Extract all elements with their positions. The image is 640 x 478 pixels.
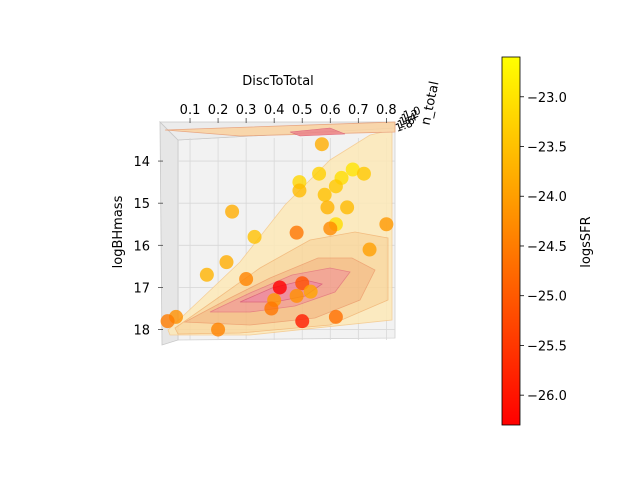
x-tick-label: 0.4	[264, 103, 285, 118]
scatter-point	[320, 200, 335, 215]
scatter-point	[225, 204, 240, 219]
scatter-point	[328, 309, 343, 324]
y-tick-label: 16	[133, 239, 150, 254]
z-axis-label: n_total	[419, 80, 443, 127]
scatter-point	[247, 229, 262, 244]
scatter-point	[317, 187, 332, 202]
colorbar-gradient	[501, 56, 521, 426]
colorbar-tick-label: −24.0	[527, 190, 567, 205]
scatter-point	[340, 200, 355, 215]
scatter-point	[239, 272, 254, 287]
scatter-point	[356, 166, 371, 181]
x-tick-label: 0.3	[236, 103, 257, 118]
scatter-point	[379, 217, 394, 232]
surface-top-strip-dark	[289, 127, 346, 137]
scatter-point	[362, 242, 377, 257]
colorbar-label: logsSFR	[579, 216, 594, 267]
y-tick-label: 18	[133, 324, 150, 339]
x-tick-label: 0.8	[376, 103, 397, 118]
z-tick-label: 1.0	[402, 104, 423, 122]
x-tick-label: 0.1	[180, 103, 201, 118]
scatter-point	[160, 314, 175, 329]
colorbar-tick-label: −23.5	[527, 141, 567, 156]
scatter-point	[272, 280, 287, 295]
scatter-points	[160, 137, 394, 337]
colorbar-tick-label: −25.0	[527, 290, 567, 305]
scatter-point	[303, 284, 318, 299]
scatter-point	[328, 179, 343, 194]
colorbar-tick-label: −25.5	[527, 339, 567, 354]
scatter-point	[264, 301, 279, 316]
scatter-point	[199, 267, 214, 282]
scatter-point	[292, 183, 307, 198]
y-tick-label: 15	[133, 197, 150, 212]
x-tick-label: 0.2	[208, 103, 229, 118]
x-tick-label: 0.6	[320, 103, 341, 118]
colorbar: −23.0 −23.5 −24.0 −24.5 −25.0 −25.5 −26.0 logs…	[501, 56, 594, 426]
colorbar-ticks: −23.0 −23.5 −24.0 −24.5 −25.0 −25.5 −26.0	[520, 91, 567, 404]
scatter-point	[312, 166, 327, 181]
z-axis-ticks: 1.81.61.41.21.0	[394, 104, 423, 135]
scatter-point	[219, 255, 234, 270]
y-tick-label: 17	[133, 281, 150, 296]
x-tick-label: 0.5	[292, 103, 313, 118]
scatter-point	[289, 288, 304, 303]
x-axis-label: DiscToTotal	[242, 74, 314, 89]
z-tick-label: 1.2	[400, 107, 421, 125]
y-axis-label: logBHmass	[111, 195, 126, 268]
scatter-point	[295, 314, 310, 329]
scatter-point	[323, 221, 338, 236]
y-axis-ticks: 14 15 16 17 18	[133, 155, 163, 339]
x-axis-ticks: 0.1 0.2 0.3 0.4 0.5 0.6 0.7 0.8	[180, 103, 397, 123]
colorbar-tick-label: −23.0	[527, 91, 567, 106]
z-tick-label: 1.8	[394, 117, 415, 135]
scatter-point	[211, 322, 226, 337]
z-tick-label: 1.6	[396, 113, 417, 131]
y-tick-label: 14	[133, 155, 150, 170]
x-tick-label: 0.7	[348, 103, 369, 118]
colorbar-tick-label: −26.0	[527, 389, 567, 404]
scatter-point	[289, 225, 304, 240]
z-tick-label: 1.4	[398, 110, 419, 128]
colorbar-tick-label: −24.5	[527, 240, 567, 255]
scatter-point	[314, 137, 329, 152]
scatter-point	[345, 162, 360, 177]
